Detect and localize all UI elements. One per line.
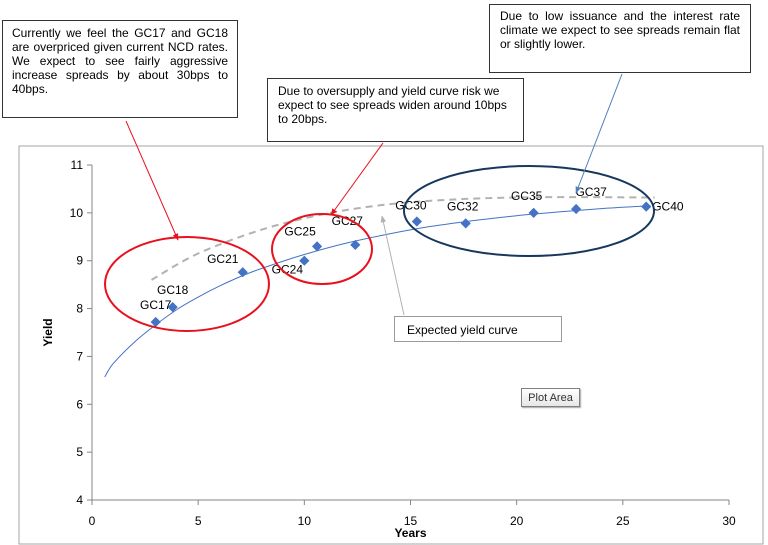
y-tick-label: 6 [76, 397, 83, 411]
data-point-gc32 [460, 218, 471, 229]
x-tick-label: 10 [298, 514, 312, 528]
pointer-left [125, 120, 179, 241]
y-tick-label: 9 [76, 254, 83, 268]
red-circle-gc24-gc27 [271, 213, 373, 285]
x-axis-title: Years [394, 526, 426, 540]
callout-right: Due to low issuance and the interest rat… [489, 4, 751, 73]
expected-curve-label: Expected yield curve [394, 316, 562, 342]
point-label-gc21: GC21 [207, 252, 239, 266]
y-tick-label: 5 [76, 445, 83, 459]
pointer-right [575, 73, 623, 194]
x-tick-label: 15 [404, 514, 418, 528]
callout-middle: Due to oversupply and yield curve risk w… [267, 78, 524, 142]
x-tick-label: 20 [510, 514, 524, 528]
x-tick-label: 30 [722, 514, 736, 528]
point-label-gc37: GC37 [575, 185, 607, 199]
pointer-expected-curve [380, 215, 405, 316]
point-label-gc27: GC27 [332, 214, 364, 228]
pointer-middle [330, 142, 384, 216]
y-tick-label: 10 [70, 206, 84, 220]
data-point-gc24 [299, 255, 310, 266]
expected-yield-curve [151, 196, 655, 281]
callout-left: Currently we feel the GC17 and GC18 are … [2, 20, 238, 118]
point-label-gc17: GC17 [140, 298, 172, 312]
point-label-gc30: GC30 [395, 198, 427, 212]
navy-circle-gc30-gc40 [403, 165, 655, 257]
y-tick-label: 4 [76, 493, 83, 507]
y-tick-label: 11 [71, 158, 84, 172]
x-tick-label: 25 [616, 514, 630, 528]
y-tick-label: 7 [76, 349, 83, 363]
annotation-overlays [104, 73, 655, 332]
chart-border [18, 145, 764, 545]
y-axis-title: Yield [41, 318, 55, 346]
y-tick-label: 8 [76, 302, 83, 316]
plot-area-tooltip: Plot Area [521, 388, 580, 407]
x-tick-label: 5 [195, 514, 202, 528]
point-label-gc35: GC35 [511, 189, 543, 203]
axes: 4 5 6 7 8 9 10 11 0 5 10 15 20 25 30 Years Yield [41, 158, 736, 540]
point-label-gc40: GC40 [652, 200, 684, 214]
point-label-gc25: GC25 [284, 224, 316, 238]
point-label-gc32: GC32 [447, 199, 479, 213]
red-circle-gc17-gc21 [104, 236, 270, 332]
x-tick-label: 0 [89, 514, 96, 528]
data-point-gc21 [237, 267, 248, 278]
point-label-gc18: GC18 [157, 283, 189, 297]
